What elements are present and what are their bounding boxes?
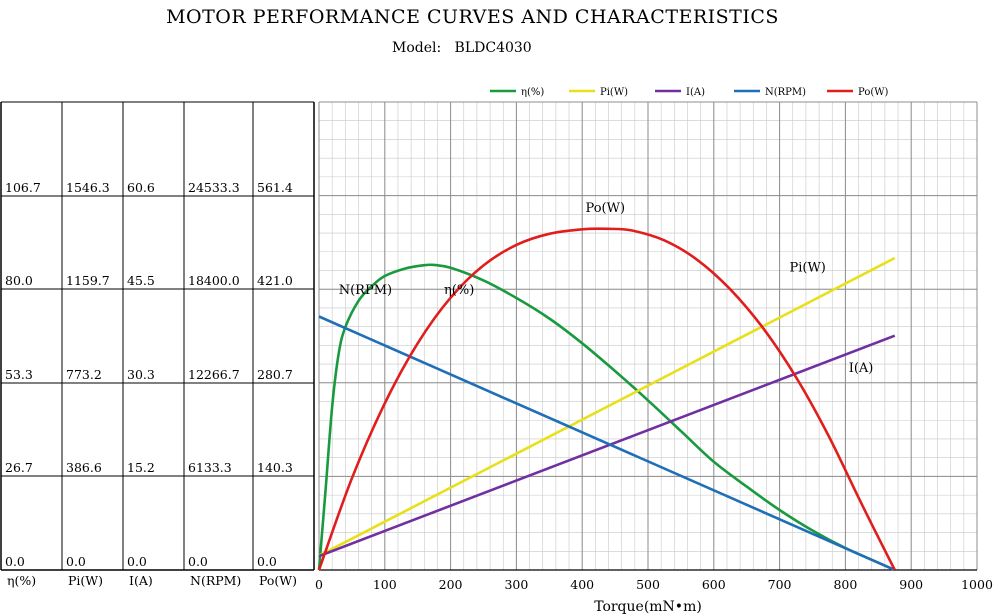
series-line-n <box>318 315 896 572</box>
chart-subtitle: Model: BLDC4030 <box>392 40 532 56</box>
axis-label-n: N(RPM) <box>190 573 241 588</box>
axis-tick-i: 45.5 <box>127 273 155 288</box>
x-tick-label: 400 <box>570 577 594 592</box>
x-tick-label: 600 <box>702 577 726 592</box>
axis-label-eta: η(%) <box>7 573 36 588</box>
x-tick-label: 500 <box>636 577 660 592</box>
series-line-po <box>317 227 896 571</box>
series-line-i <box>318 334 896 558</box>
x-tick-label: 100 <box>373 577 397 592</box>
curve-label: Po(W) <box>585 201 625 216</box>
legend-label-n: N(RPM) <box>765 87 806 98</box>
x-axis-label: Torque(mN•m) <box>594 599 702 615</box>
axis-tick-n: 18400.0 <box>188 273 240 288</box>
x-tick-label: 700 <box>768 577 792 592</box>
axis-tick-po: 0.0 <box>257 554 277 569</box>
axis-tick-pi: 386.6 <box>66 460 102 475</box>
curve-label: N(RPM) <box>339 283 392 298</box>
axis-tick-eta: 106.7 <box>5 180 41 195</box>
axis-tick-po: 280.7 <box>257 367 293 382</box>
axis-label-po: Po(W) <box>259 573 297 588</box>
axis-tick-pi: 0.0 <box>66 554 86 569</box>
axis-tick-eta: 80.0 <box>5 273 33 288</box>
axis-tick-n: 24533.3 <box>188 180 240 195</box>
axis-tick-eta: 53.3 <box>5 367 33 382</box>
axis-tick-pi: 1159.7 <box>66 273 110 288</box>
axis-tick-pi: 1546.3 <box>66 180 110 195</box>
axis-tick-po: 421.0 <box>257 273 293 288</box>
axis-tick-i: 30.3 <box>127 367 155 382</box>
axis-tick-n: 0.0 <box>188 554 208 569</box>
curve-label: η(%) <box>444 283 474 298</box>
x-tick-label: 1000 <box>961 577 993 592</box>
axis-tick-eta: 26.7 <box>5 460 33 475</box>
axis-tick-pi: 773.2 <box>66 367 102 382</box>
x-tick-label: 900 <box>899 577 923 592</box>
x-tick-label: 0 <box>315 577 323 592</box>
legend-label-pi: Pi(W) <box>600 87 628 98</box>
legend-label-i: I(A) <box>686 87 705 98</box>
axis-label-pi: Pi(W) <box>68 573 103 588</box>
axis-tick-eta: 0.0 <box>5 554 25 569</box>
x-tick-label: 200 <box>439 577 463 592</box>
chart-title: MOTOR PERFORMANCE CURVES AND CHARACTERIS… <box>166 6 779 28</box>
axis-label-i: I(A) <box>129 573 153 588</box>
axis-tick-i: 15.2 <box>127 460 155 475</box>
axis-tick-i: 0.0 <box>127 554 147 569</box>
axis-tick-n: 6133.3 <box>188 460 232 475</box>
legend-label-po: Po(W) <box>858 87 889 98</box>
x-tick-label: 800 <box>833 577 857 592</box>
axis-tick-po: 561.4 <box>257 180 293 195</box>
curve-label: Pi(W) <box>789 260 825 275</box>
legend-label-eta: η(%) <box>521 87 544 98</box>
x-tick-label: 300 <box>504 577 528 592</box>
axis-tick-po: 140.3 <box>257 460 293 475</box>
axis-tick-n: 12266.7 <box>188 367 240 382</box>
series-line-pi <box>318 256 896 557</box>
axis-tick-i: 60.6 <box>127 180 155 195</box>
curve-label: I(A) <box>849 361 874 376</box>
